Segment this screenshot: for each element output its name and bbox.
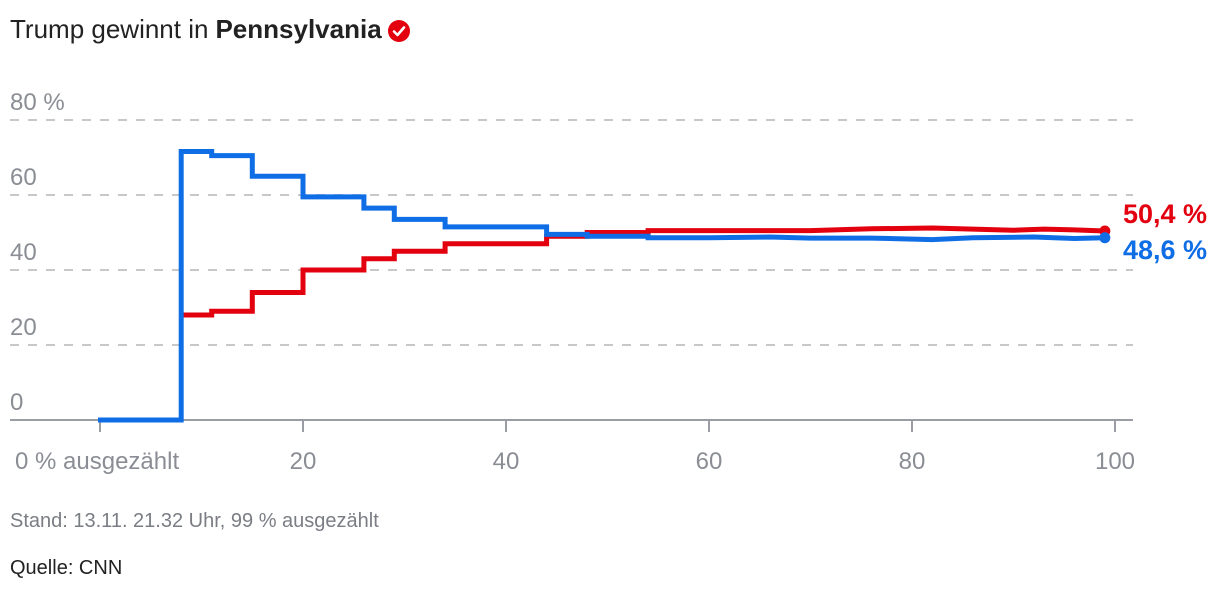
chart-title: Trump gewinnt in Pennsylvania [10, 14, 410, 45]
y-tick-label: 60 [10, 164, 37, 191]
y-tick-label: 40 [10, 239, 37, 266]
series-line-harris [98, 149, 1105, 423]
x-tick-label: 40 [493, 448, 520, 475]
end-label-harris: 48,6 % [1123, 235, 1207, 265]
status-timestamp: Stand: 13.11. 21.32 Uhr, 99 % ausgezählt [10, 510, 379, 532]
x-tick-label: 100 [1095, 448, 1135, 475]
x-tick-label: 60 [696, 448, 723, 475]
source-note: Quelle: CNN [10, 557, 123, 579]
x-tick-label: 20 [290, 448, 317, 475]
x-tick-label: 0 % ausgezählt [15, 448, 179, 475]
results-chart: 0 20 40 60 80 % 0 % ausgezählt 20 40 60 80 100 50,4… [10, 89, 1207, 475]
end-label-trump: 50,4 % [1123, 199, 1207, 229]
title-prefix: Trump gewinnt in [10, 14, 209, 44]
y-tick-label: 0 [10, 389, 23, 416]
series-line-trump [181, 225, 1105, 318]
title-state: Pennsylvania [215, 14, 382, 44]
check-circle-icon [387, 19, 410, 42]
y-tick-label: 20 [10, 314, 37, 341]
series-end-dot-harris [1099, 232, 1111, 244]
y-tick-label: 80 % [10, 89, 65, 116]
x-tick-label: 80 [899, 448, 926, 475]
